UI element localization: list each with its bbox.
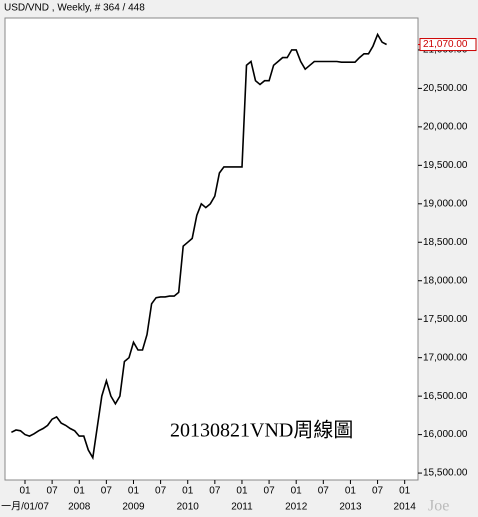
year-label: 2009	[122, 502, 145, 513]
last-price-box	[419, 38, 477, 52]
y-tick-label: 15,500.00	[423, 468, 468, 479]
watermark: Joe	[428, 498, 449, 515]
x-tick-label: 01	[291, 486, 303, 497]
year-label: 2013	[339, 502, 362, 513]
x-tick-label: 07	[155, 486, 167, 497]
x-tick-label: 01	[19, 486, 31, 497]
x-tick-label: 07	[209, 486, 221, 497]
year-label: 2010	[177, 502, 200, 513]
y-tick-label: 17,500.00	[423, 314, 468, 325]
x-tick-label: 01	[345, 486, 357, 497]
x-tick-label: 07	[47, 486, 59, 497]
x-tick-label: 01	[236, 486, 248, 497]
x-tick-label: 01	[74, 486, 86, 497]
y-tick-label: 16,000.00	[423, 429, 468, 440]
y-tick-label: 18,500.00	[423, 237, 468, 248]
chart-title: USD/VND , Weekly, # 364 / 448	[4, 3, 145, 14]
annotation: 20130821VND周線圖	[170, 419, 353, 442]
x-tick-label: 07	[318, 486, 330, 497]
price-line	[11, 32, 387, 461]
y-tick-label: 16,500.00	[423, 391, 468, 402]
x-tick-label: 07	[264, 486, 276, 497]
x-tick-label: 01	[182, 486, 194, 497]
y-tick-label: 20,500.00	[423, 83, 468, 94]
x-tick-label: 07	[101, 486, 113, 497]
y-tick-label: 19,500.00	[423, 160, 468, 171]
last-price-label: 21,070.00	[423, 39, 468, 50]
year-label: 2008	[68, 502, 91, 513]
y-tick-label: 20,000.00	[423, 122, 468, 133]
x-tick-label: 01	[399, 486, 411, 497]
y-tick-label: 17,000.00	[423, 352, 468, 363]
year-label: 2011	[231, 502, 253, 513]
x-tick-label: 07	[372, 486, 384, 497]
x-tick-label: 01	[128, 486, 140, 497]
y-tick-label: 18,000.00	[423, 275, 468, 286]
year-label: 2012	[285, 502, 308, 513]
year-label: 一月/01/07	[1, 501, 49, 513]
year-label: 2014	[394, 502, 417, 513]
plot-area	[4, 17, 419, 481]
y-tick-label: 19,000.00	[423, 198, 468, 209]
